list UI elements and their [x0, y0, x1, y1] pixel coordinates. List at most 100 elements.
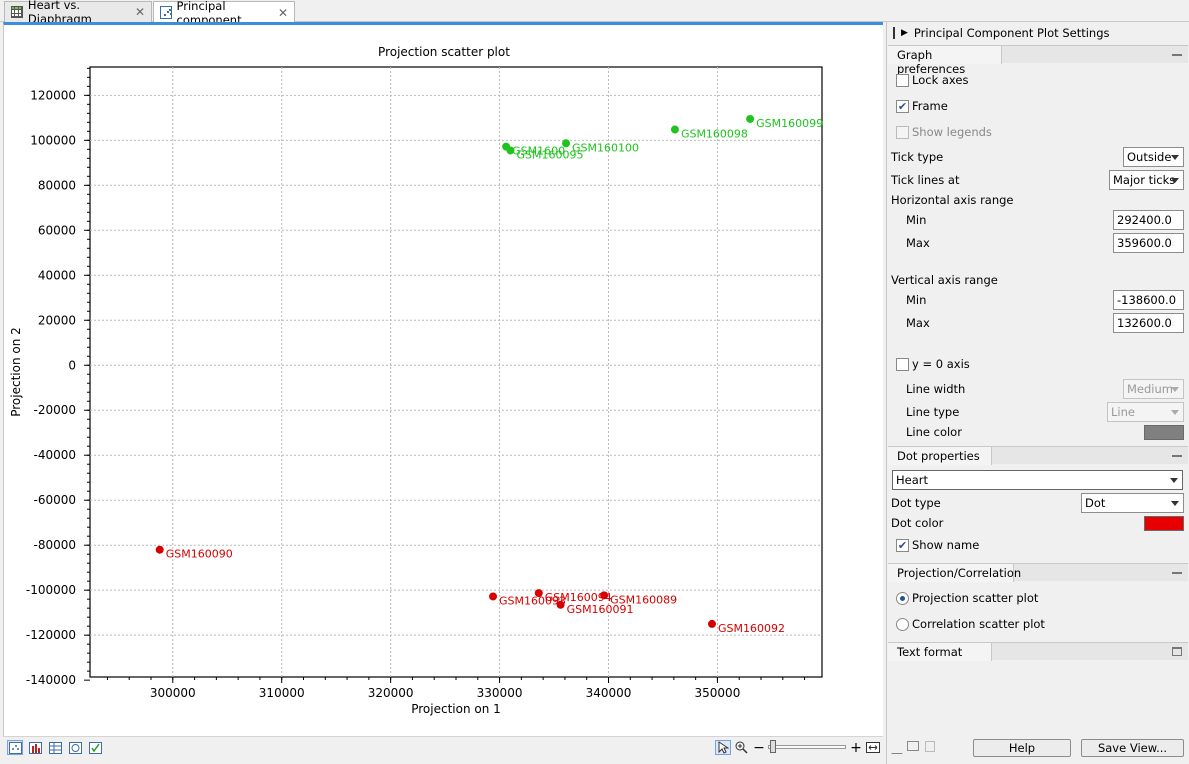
correlation-scatter-radio[interactable] [896, 618, 909, 631]
restore-section-icon[interactable] [1172, 647, 1182, 656]
data-point [556, 600, 565, 609]
correlation-scatter-label: Correlation scatter plot [912, 617, 1045, 631]
plot-view: Projection scatter plot 300000 310000 3200… [3, 22, 883, 736]
save-view-button[interactable]: Save View... [1081, 739, 1184, 757]
close-tab-icon[interactable]: ✕ [277, 5, 288, 20]
line-type-label: Line type [906, 405, 960, 419]
section-label: Text format [888, 643, 992, 661]
y-axis-label: Projection on 2 [9, 327, 23, 417]
annotations-view-icon[interactable] [87, 740, 103, 755]
data-point-label: GSM1600 [512, 145, 565, 158]
scatter-view-icon[interactable] [7, 740, 23, 755]
y-tick-label: -80000 [33, 538, 76, 552]
x-tick-label: 300000 [150, 686, 196, 700]
chevron-down-icon [1170, 478, 1178, 483]
scatter-plot[interactable]: 300000 310000 320000 330000 340000 350000 1200… [4, 25, 884, 739]
x-axis-label: Projection on 1 [411, 702, 501, 716]
section-label: Graph preferences [888, 46, 1002, 76]
section-label: Projection/Correlation [888, 564, 1021, 582]
y-tick-label: 20000 [38, 313, 76, 327]
table-icon [11, 6, 23, 18]
h-min-input[interactable]: 292400.0 [1113, 210, 1184, 230]
y-tick-label: 60000 [38, 223, 76, 237]
chart-title: Projection scatter plot [378, 45, 510, 59]
table-view-icon[interactable] [47, 740, 63, 755]
tab-principal-component[interactable]: Principal component ✕ [153, 0, 295, 27]
dot-color-swatch[interactable] [1144, 516, 1184, 531]
show-legends-label: Show legends [912, 125, 992, 139]
fit-width-icon[interactable] [865, 740, 881, 755]
plot-frame [89, 66, 823, 678]
frame-checkbox[interactable]: ✔ [896, 100, 909, 113]
h-max-label: Max [906, 236, 930, 250]
data-point-label: GSM160099 [756, 117, 823, 130]
close-tab-icon[interactable]: ✕ [134, 5, 145, 19]
line-width-label: Line width [906, 382, 966, 396]
x-tick-label: 340000 [586, 686, 632, 700]
y-tick-label: -120000 [26, 628, 76, 642]
settings-file-icon[interactable] [925, 741, 935, 752]
zoom-slider[interactable] [768, 745, 846, 749]
tick-lines-select[interactable]: Major ticks [1109, 170, 1184, 190]
settings-panel-header[interactable]: ▶ Principal Component Plot Settings [893, 26, 1110, 40]
dot-color-label: Dot color [891, 516, 944, 530]
y-tick-label: 40000 [38, 268, 76, 282]
dot-type-label: Dot type [891, 496, 941, 510]
expand-arrow-icon: ▶ [901, 28, 908, 38]
dot-properties-header[interactable]: Dot properties [888, 446, 1188, 465]
v-max-input[interactable]: 132600.0 [1113, 313, 1184, 333]
scatter-plot-icon [160, 6, 172, 19]
chevron-down-icon [1171, 410, 1179, 415]
projection-scatter-radio[interactable] [896, 592, 909, 605]
line-width-select[interactable]: Medium [1123, 379, 1184, 399]
x-tick-label: 320000 [368, 686, 414, 700]
data-point [489, 592, 498, 601]
tab-heart-vs-diaphragm[interactable]: Heart vs. Diaphragm ✕ [4, 0, 152, 26]
line-color-swatch[interactable] [1144, 425, 1184, 440]
folder-icon[interactable] [907, 741, 919, 751]
editor-tab-bar: Heart vs. Diaphragm ✕ Principal componen… [0, 0, 1189, 27]
x-tick-label: 310000 [259, 686, 305, 700]
data-point [155, 545, 164, 554]
zoom-slider-handle[interactable] [770, 740, 776, 753]
y-tick-label: -140000 [26, 673, 76, 687]
minimize-section-icon[interactable] [1172, 572, 1182, 574]
v-min-label: Min [906, 293, 927, 307]
y-tick-label: 0 [68, 358, 76, 372]
zoom-out-icon[interactable]: − [753, 739, 765, 756]
show-legends-checkbox[interactable] [896, 126, 909, 139]
zoom-in-plus-icon[interactable]: + [850, 739, 862, 756]
data-point-label: GSM160089 [610, 593, 677, 606]
projection-correlation-header[interactable]: Projection/Correlation [888, 563, 1188, 582]
minimize-section-icon[interactable] [1172, 54, 1182, 56]
data-point [562, 139, 571, 148]
data-point-label: GSM160090 [166, 548, 233, 561]
show-name-checkbox[interactable]: ✔ [896, 539, 909, 552]
dot-group-select[interactable]: Heart [892, 470, 1183, 490]
collapse-panel-icon[interactable] [893, 27, 895, 39]
v-min-input[interactable]: -138600.0 [1113, 290, 1184, 310]
minimize-section-icon[interactable] [1172, 455, 1182, 457]
data-point-label: GSM160092 [718, 622, 785, 635]
graph-preferences-header[interactable]: Graph preferences [888, 45, 1188, 76]
h-max-input[interactable]: 359600.0 [1113, 233, 1184, 253]
data-point [534, 589, 543, 598]
tick-type-select[interactable]: Outside [1123, 147, 1184, 167]
data-point [600, 591, 609, 600]
y0-axis-checkbox[interactable] [896, 358, 909, 371]
chevron-down-icon [1171, 387, 1179, 392]
y-tick-label: 100000 [30, 133, 76, 147]
help-button[interactable]: Help [973, 739, 1071, 757]
bar-chart-view-icon[interactable] [27, 740, 43, 755]
lock-axes-checkbox[interactable] [896, 74, 909, 87]
data-point [707, 619, 716, 628]
minimize-icon[interactable]: — [891, 746, 903, 760]
y0-axis-label: y = 0 axis [912, 357, 970, 371]
line-type-select[interactable]: Line [1107, 402, 1184, 422]
pointer-icon[interactable] [715, 740, 731, 755]
text-format-header[interactable]: Text format [888, 642, 1188, 661]
zoom-in-icon[interactable] [733, 740, 749, 755]
y-tick-label: -100000 [26, 583, 76, 597]
dot-type-select[interactable]: Dot [1081, 493, 1184, 513]
history-view-icon[interactable] [67, 740, 83, 755]
